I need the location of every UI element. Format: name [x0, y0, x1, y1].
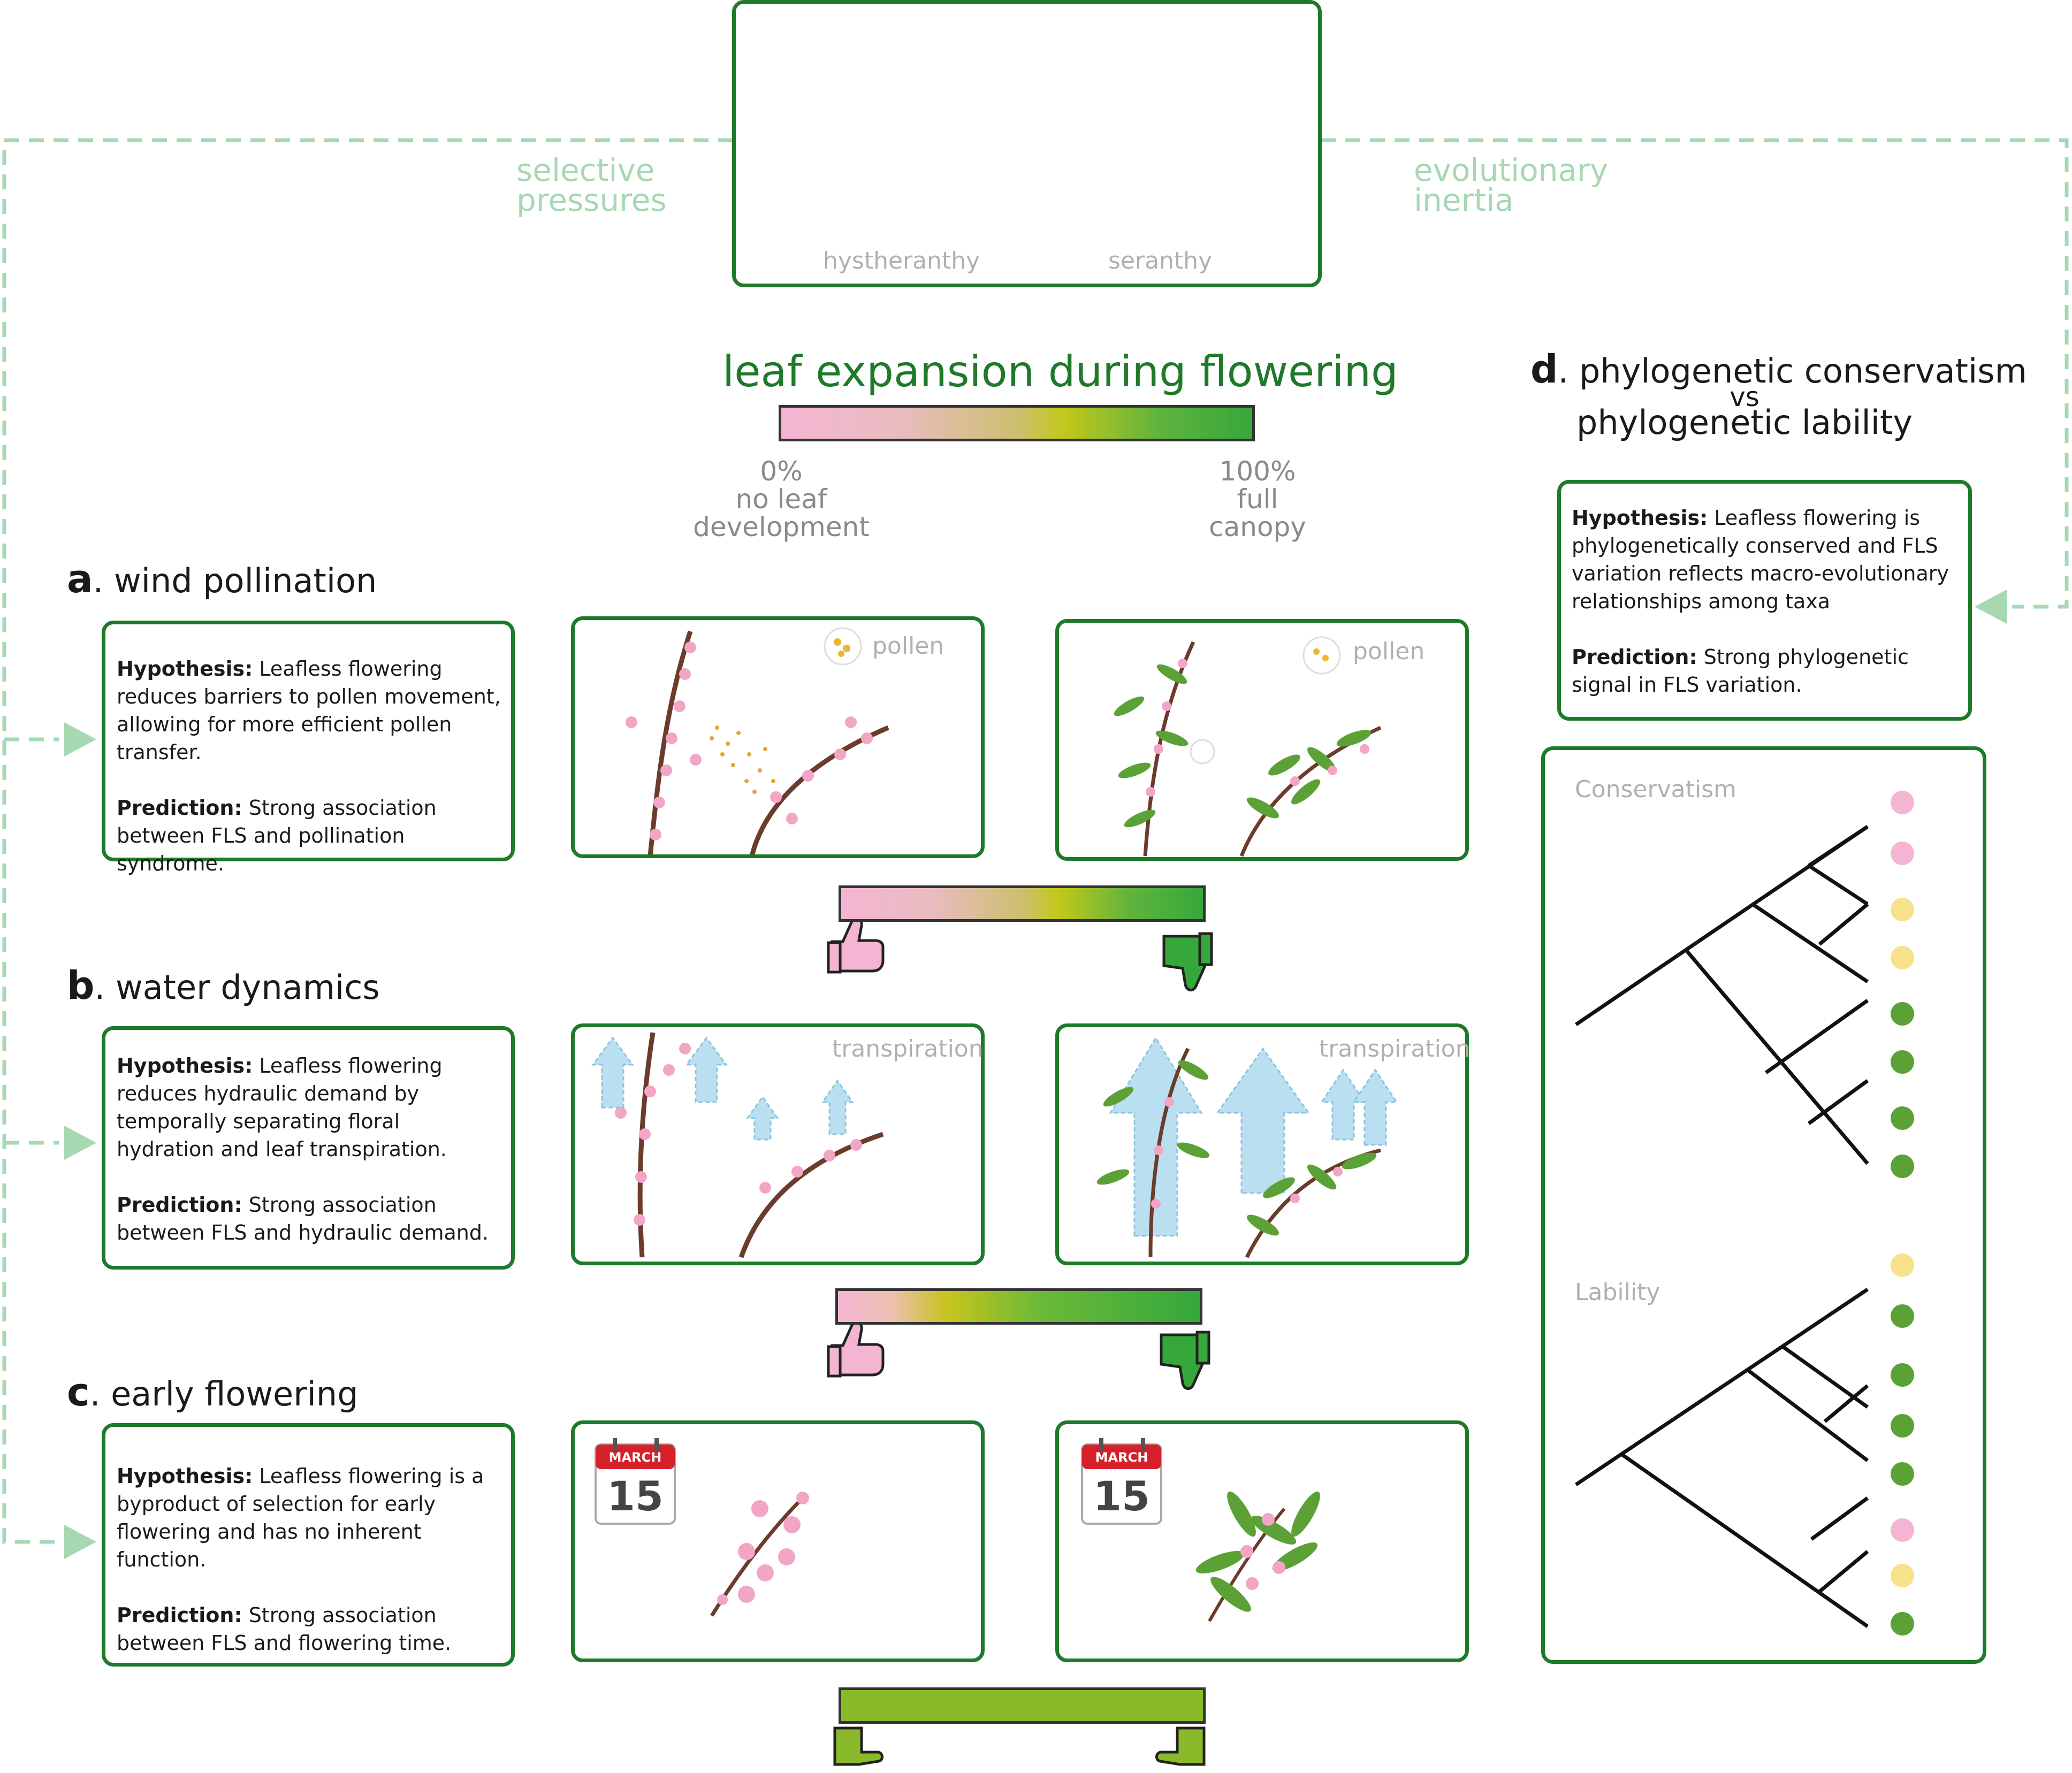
right-feedback-arrow [1321, 138, 2069, 609]
panel-c-letter: c [67, 1370, 90, 1415]
main-gradient-bar [779, 405, 1255, 441]
lability-label: Lability [1575, 1279, 1660, 1306]
hypothesis-label: Hypothesis: [117, 657, 253, 681]
evolutionary-inertia-label: evolutionary inertia [1414, 152, 1609, 218]
prediction-label: Prediction: [117, 1193, 242, 1217]
panel-b-hypothesis-box [102, 1026, 515, 1270]
panel-d-title: d. phylogenetic conservatism vs phylogen… [1530, 350, 2027, 442]
thumbs-up-icon-b [827, 1321, 885, 1378]
thumbs-up-icon-a [827, 917, 885, 974]
hypothesis-label: Hypothesis: [1572, 506, 1708, 530]
panel-b-gradient-bar [835, 1288, 1202, 1325]
panel-a-letter: a [67, 556, 93, 601]
thumbs-down-icon-a [1162, 932, 1213, 991]
panel-a-image-right [1055, 619, 1469, 861]
scale-left-desc2: development [693, 511, 870, 542]
hystheranthy-label: hystheranthy [823, 247, 980, 274]
calendar-day-right: 15 [1093, 1472, 1150, 1520]
panel-d-hypothesis-box [1557, 480, 1972, 721]
panel-c-title-text: . early flowering [89, 1374, 359, 1413]
top-trees-box [732, 0, 1322, 287]
calendar-month-left: MARCH [608, 1450, 662, 1465]
panel-b-title-text: . water dynamics [94, 968, 380, 1007]
left-feedback-arrows [2, 138, 733, 1544]
calendar-icon-left [595, 1438, 676, 1525]
conservatism-label: Conservatism [1575, 776, 1736, 803]
thumbs-down-icon-b [1160, 1331, 1210, 1390]
scale-title: leaf expansion during flowering [722, 347, 1398, 396]
hypothesis-text: Leafless flowering is phylogenetically c… [1572, 506, 1949, 613]
scale-left-desc1: no leaf [735, 484, 827, 515]
panel-c-title: c. early flowering [67, 1370, 359, 1415]
lability-tree [1575, 1288, 1869, 1628]
hypothesis-label: Hypothesis: [117, 1464, 253, 1488]
prediction-text: Strong association between FLS and hydra… [117, 1193, 489, 1244]
prediction-label: Prediction: [117, 1603, 242, 1627]
prediction-label: Prediction: [1572, 645, 1697, 669]
panel-a-hypothesis-box [102, 621, 515, 861]
panel-a-gradient-bar [839, 885, 1206, 922]
scale-left-label: 0% no leaf development [680, 457, 883, 541]
panel-c-flat-bar [839, 1687, 1206, 1724]
scale-right-desc2: canopy [1209, 511, 1306, 542]
hypothesis-text: Leafless flowering is a byproduct of sel… [117, 1464, 484, 1571]
scale-right-label: 100% full canopy [1161, 457, 1354, 541]
panel-d-letter: d [1530, 347, 1558, 392]
conservatism-tree [1575, 825, 1869, 1165]
prediction-label: Prediction: [117, 796, 242, 820]
lability-tips [1891, 1254, 1914, 1636]
hypothesis-text: Leafless flowering reduces hydraulic dem… [117, 1054, 447, 1161]
pollen-label-right: pollen [1353, 638, 1425, 665]
prediction-text: Strong phylogenetic signal in FLS variat… [1572, 645, 1909, 697]
panel-b-image-right [1055, 1023, 1469, 1265]
panel-c-image-left [571, 1420, 985, 1662]
early-leafless-illustration [710, 1492, 809, 1617]
hypothesis-text: Leafless flowering reduces barriers to p… [117, 657, 501, 764]
hypothesis-label: Hypothesis: [117, 1054, 253, 1077]
thumbs-sideways-icon-right-c [1155, 1726, 1206, 1766]
prediction-text: Strong association between FLS and flowe… [117, 1603, 452, 1655]
panel-b-image-left [571, 1023, 985, 1265]
seranthy-label: seranthy [1108, 247, 1213, 274]
panel-b-title: b. water dynamics [67, 963, 380, 1008]
scale-right-pct: 100% [1219, 456, 1296, 487]
wind-leafless-illustration [626, 627, 889, 857]
panel-d-title-line3: phylogenetic lability [1576, 403, 1913, 442]
left-arrow-heads [64, 722, 96, 1559]
panel-d-title-text1: . phylogenetic conservatism [1558, 351, 2027, 391]
transpiration-label-left: transpiration [832, 1035, 984, 1063]
scale-right-desc1: full [1237, 484, 1278, 515]
panel-d-title-line2: vs [1730, 381, 1759, 412]
conservatism-tips [1891, 791, 1914, 1178]
panel-a-title-text: . wind pollination [93, 561, 377, 600]
scale-left-pct: 0% [760, 456, 803, 487]
panel-d-hypothesis: Hypothesis: Leafless flowering is phylog… [1572, 504, 1957, 699]
pollen-label-left: pollen [872, 632, 944, 660]
panel-c-hypothesis-box [102, 1423, 515, 1667]
early-leafy-illustration [1195, 1491, 1320, 1622]
transpiration-leafless-illustration [591, 1032, 884, 1258]
panel-c-image-right [1055, 1420, 1469, 1662]
transpiration-label-right: transpiration [1319, 1035, 1471, 1063]
panel-a-hypothesis: Hypothesis: Leafless flowering reduces b… [117, 655, 502, 877]
wind-leafy-illustration [1114, 636, 1382, 857]
panel-d-tree-box [1541, 746, 1986, 1664]
panel-a-image-left [571, 616, 985, 858]
selective-pressures-label: selective pressures [516, 152, 667, 218]
prediction-text: Strong association between FLS and polli… [117, 796, 437, 875]
calendar-icon-right [1081, 1438, 1162, 1525]
panel-b-hypothesis: Hypothesis: Leafless flowering reduces h… [117, 1052, 502, 1247]
panel-d-title-line1: d. phylogenetic conservatism [1530, 350, 2027, 388]
panel-a-title: a. wind pollination [67, 556, 377, 601]
calendar-month-right: MARCH [1095, 1450, 1148, 1465]
thumbs-sideways-icon-left-c [833, 1726, 883, 1766]
calendar-day-left: 15 [607, 1472, 664, 1520]
transpiration-leafy-illustration [1096, 1036, 1398, 1258]
right-arrow-head [1975, 590, 2007, 624]
panel-c-hypothesis: Hypothesis: Leafless flowering is a bypr… [117, 1462, 502, 1657]
panel-b-letter: b [67, 963, 95, 1008]
